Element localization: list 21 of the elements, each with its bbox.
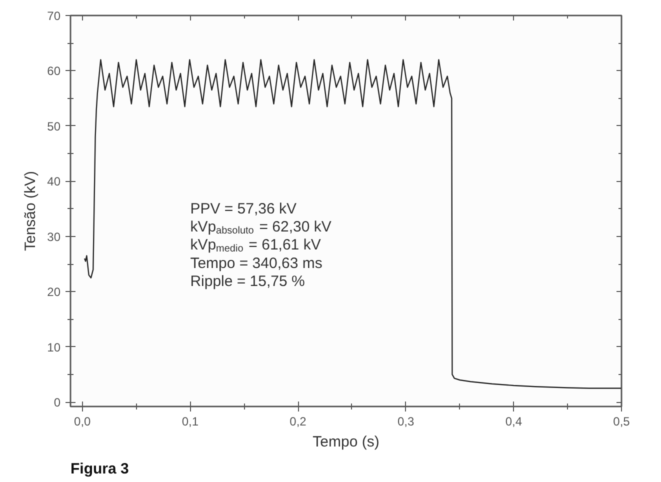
x-tick-label: 0,2 <box>290 414 307 428</box>
y-axis-title: Tensão (kV) <box>22 170 40 252</box>
x-tick-label: 0,0 <box>74 414 92 428</box>
y-tick-label: 20 <box>47 285 61 300</box>
annotation: Tempo = 340,63 ms <box>190 254 322 272</box>
y-tick-label: 40 <box>47 174 61 189</box>
x-tick-label: 0,3 <box>398 414 415 428</box>
annotation: Ripple = 15,75 % <box>190 273 305 290</box>
line-series <box>84 59 622 389</box>
x-axis-title: Tempo (s) <box>312 434 380 450</box>
x-tick-label: 0,4 <box>505 414 522 428</box>
y-tick-label: 60 <box>47 64 61 78</box>
x-tick-label: 0,5 <box>613 414 630 428</box>
y-tick-label: 70 <box>47 9 61 23</box>
annotation: PPV = 57,36 kV <box>190 200 297 218</box>
text: Figura 3 <box>70 460 129 478</box>
y-tick-label: 50 <box>47 119 61 134</box>
y-tick-label: 0 <box>54 396 61 410</box>
y-tick-label: 30 <box>47 230 61 244</box>
y-tick-label: 10 <box>47 340 61 354</box>
x-tick-label: 0,1 <box>182 414 199 428</box>
